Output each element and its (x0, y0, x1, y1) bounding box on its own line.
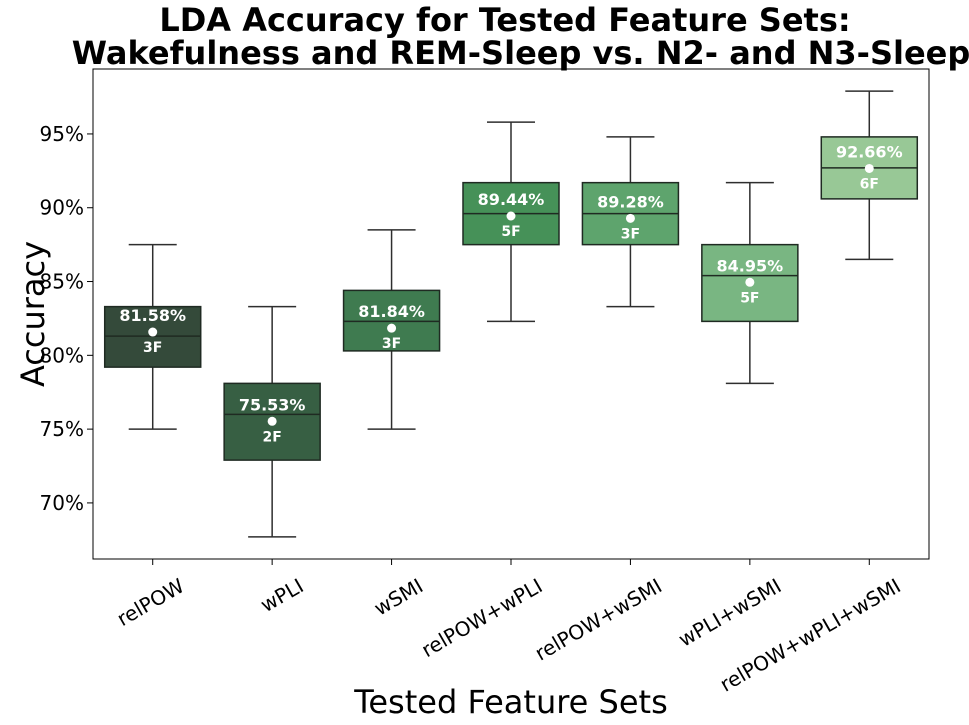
box-group: 84.95% 5F (701, 181, 799, 385)
feature-count-label: 3F (621, 226, 640, 242)
mean-value-label: 81.58% (119, 306, 186, 325)
y-axis: 70% 75% 80% 85% 90% 95% (40, 122, 93, 515)
mean-marker (745, 277, 755, 287)
x-tick-label: wPLI+wSMI (674, 574, 785, 652)
mean-marker (148, 327, 158, 337)
chart-title-line-1: LDA Accuracy for Tested Feature Sets: (159, 1, 850, 39)
x-tick-label: wSMI (370, 574, 427, 621)
feature-count-label: 3F (143, 340, 162, 356)
y-tick-label: 70% (40, 491, 84, 515)
mean-value-label: 92.66% (836, 142, 903, 161)
y-tick-label: 85% (40, 270, 84, 294)
y-tick-label: 90% (40, 196, 84, 220)
feature-count-label: 3F (382, 336, 401, 352)
y-tick-label: 80% (40, 343, 84, 367)
mean-marker (864, 163, 874, 173)
mean-marker (267, 416, 277, 426)
x-tick-label: wPLI (256, 574, 307, 618)
x-tick-label: relPOW+wSMI (531, 574, 666, 666)
box-group: 81.58% 3F (103, 243, 202, 430)
feature-count-label: 5F (740, 290, 759, 306)
mean-value-label: 84.95% (717, 256, 784, 275)
feature-count-label: 6F (860, 176, 879, 192)
box-group: 75.53% 2F (223, 305, 321, 538)
box-group: 89.28% 3F (581, 136, 680, 308)
mean-marker (387, 323, 397, 333)
box-group: 81.84% 3F (342, 229, 441, 430)
mean-marker (625, 213, 635, 223)
mean-value-label: 81.84% (358, 302, 425, 321)
y-axis-label: Accuracy (14, 241, 52, 387)
feature-count-label: 5F (501, 224, 520, 240)
feature-count-label: 2F (262, 429, 281, 445)
y-tick-label: 95% (40, 122, 84, 146)
x-axis-label: Tested Feature Sets (353, 683, 668, 721)
mean-marker (506, 211, 516, 221)
mean-value-label: 75.53% (239, 395, 306, 414)
x-tick-label: relPOW+wPLI (417, 574, 546, 663)
x-tick-label: relPOW (113, 573, 189, 631)
mean-value-label: 89.28% (597, 192, 664, 211)
box-group: 92.66% 6F (820, 90, 919, 261)
mean-value-label: 89.44% (478, 190, 545, 209)
box-series: 81.58% 3F 75.53% 2F 81.84% 3F 89.44% 5F 89.28% 3F… (103, 90, 919, 538)
y-tick-label: 75% (40, 417, 84, 441)
box-group: 89.44% 5F (462, 121, 560, 323)
chart-title-line-2: Wakefulness and REM-Sleep vs. N2- and N3… (72, 34, 969, 72)
